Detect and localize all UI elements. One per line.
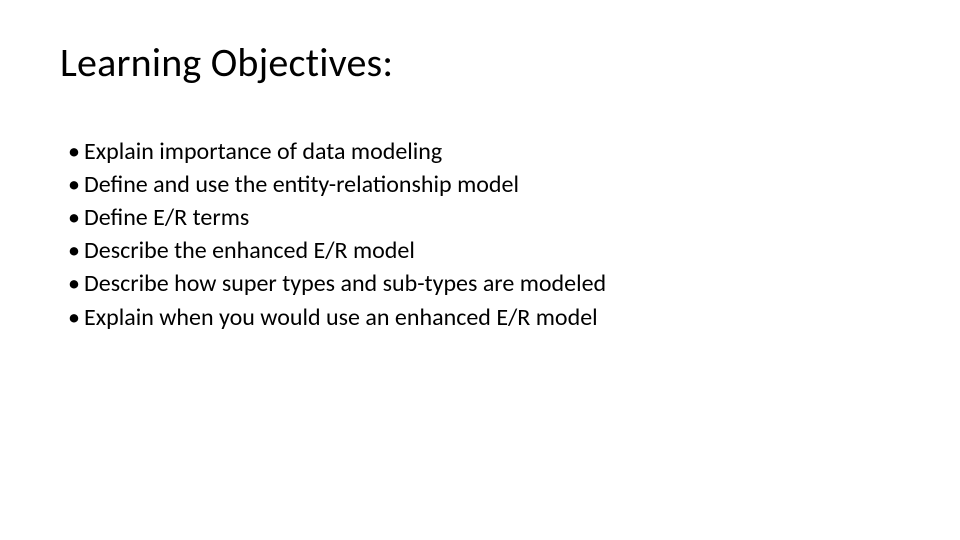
slide-container: Learning Objectives: Explain importance … (0, 0, 960, 540)
list-item: Describe how super types and sub-types a… (68, 267, 900, 300)
slide-title: Learning Objectives: (60, 38, 900, 87)
list-item: Explain importance of data modeling (68, 135, 900, 168)
list-item: Explain when you would use an enhanced E… (68, 301, 900, 334)
list-item: Define E/R terms (68, 201, 900, 234)
bullet-list: Explain importance of data modeling Defi… (60, 135, 900, 334)
list-item: Define and use the entity-relationship m… (68, 168, 900, 201)
list-item: Describe the enhanced E/R model (68, 234, 900, 267)
